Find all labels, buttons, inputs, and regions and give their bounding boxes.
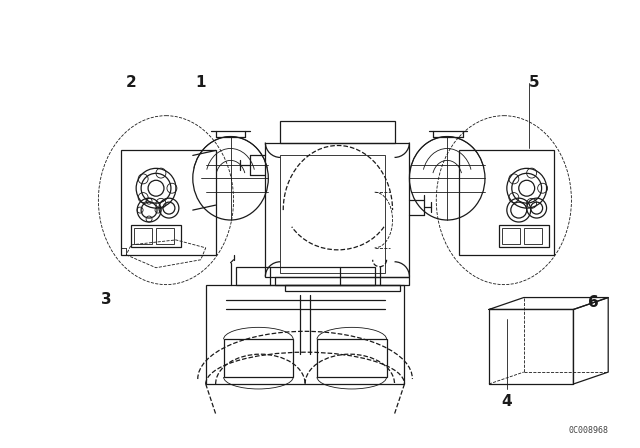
Bar [131,225,181,247]
Bar [156,228,174,244]
Text: 6: 6 [588,295,598,310]
Bar [266,142,410,277]
Bar [280,121,394,142]
Bar [121,151,216,255]
Text: 0C008968: 0C008968 [568,426,609,435]
Text: 1: 1 [195,75,206,90]
Bar [280,155,385,273]
Bar [524,228,541,244]
Bar [236,267,374,284]
Text: 5: 5 [529,75,539,90]
Bar [285,284,399,291]
Bar [275,277,410,284]
Bar [502,228,520,244]
Text: 2: 2 [126,75,136,90]
Bar [205,284,404,384]
Bar [459,151,554,255]
Text: 4: 4 [502,394,512,409]
Bar [499,225,548,247]
Bar [317,339,387,377]
Text: 3: 3 [101,292,111,307]
Bar [134,228,152,244]
Bar [223,339,293,377]
